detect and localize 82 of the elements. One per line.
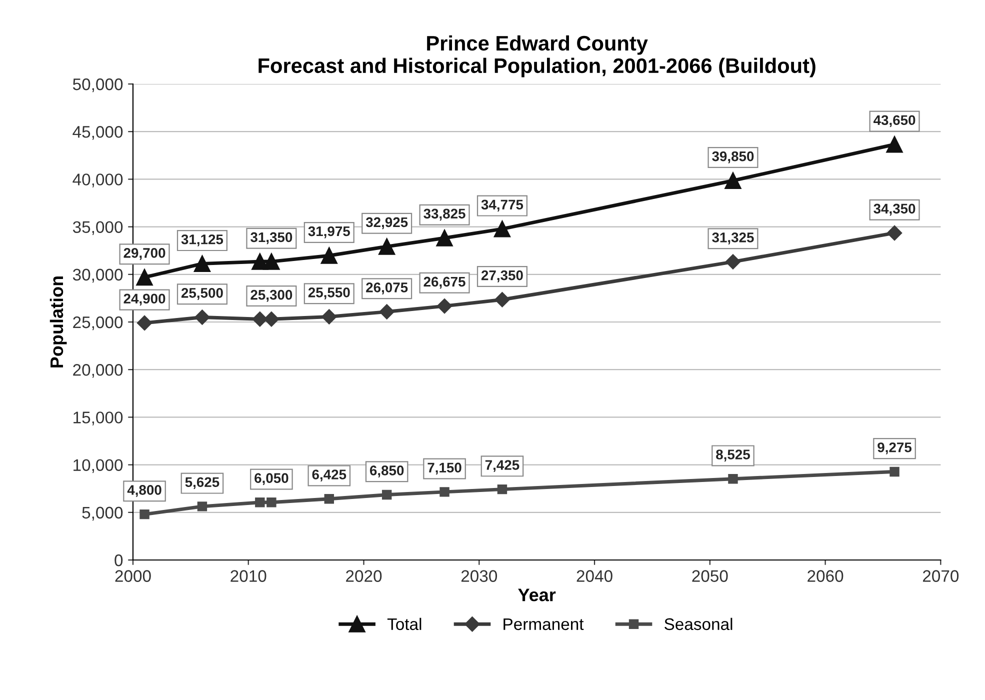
- y-tick-label: 10,000: [74, 459, 123, 473]
- point: [724, 172, 742, 189]
- point: [382, 490, 392, 500]
- point: [194, 255, 211, 272]
- x-tick-label: 2060: [808, 570, 844, 582]
- data-label: 39,850: [712, 151, 754, 164]
- point: [494, 292, 510, 308]
- data-label: 31,350: [250, 232, 292, 244]
- point: [252, 253, 268, 270]
- point: [264, 312, 280, 327]
- y-tick-label: 15,000: [74, 412, 123, 426]
- point: [379, 304, 394, 320]
- chart-title: Prince Edward County Forecast and Historical Population, 2001-2066 (Buildout): [258, 35, 816, 78]
- y-tick-label: 35,000: [72, 221, 123, 235]
- point: [252, 312, 268, 327]
- point: [324, 494, 334, 504]
- data-label: 31,325: [712, 232, 754, 244]
- point: [436, 298, 452, 314]
- point: [886, 225, 902, 241]
- data-label: 7,425: [485, 460, 520, 472]
- x-tick-label: 2000: [115, 570, 151, 582]
- data-label: 8,525: [716, 450, 750, 462]
- point: [266, 498, 276, 508]
- data-label: 25,300: [250, 290, 292, 302]
- y-axis-title: Population: [50, 276, 67, 368]
- legend-label: Seasonal: [664, 618, 732, 630]
- point: [136, 268, 153, 286]
- data-label: 31,975: [308, 226, 350, 238]
- data-label: 34,775: [481, 200, 524, 212]
- data-label: 6,850: [370, 466, 404, 478]
- point: [320, 247, 338, 264]
- data-label: 33,825: [424, 208, 466, 221]
- point: [194, 310, 210, 325]
- data-label: 32,925: [366, 217, 408, 230]
- data-label: 26,075: [366, 282, 408, 294]
- point: [886, 136, 903, 153]
- x-tick-label: 2020: [346, 570, 382, 582]
- y-tick-label: 30,000: [72, 268, 123, 283]
- x-tick-label: 2050: [692, 570, 728, 582]
- point: [322, 309, 337, 324]
- point: [255, 498, 265, 508]
- data-label: 43,650: [873, 115, 916, 128]
- data-label: 29,700: [124, 248, 166, 260]
- point: [497, 484, 508, 494]
- point: [494, 220, 511, 238]
- y-tick-label: 20,000: [73, 364, 123, 378]
- point: [140, 509, 150, 520]
- data-label: 25,500: [181, 288, 223, 300]
- point: [436, 230, 453, 246]
- x-axis-title: Year: [518, 588, 556, 602]
- data-label: 7,150: [428, 462, 462, 475]
- data-label: 4,800: [127, 485, 162, 497]
- data-label: 5,625: [185, 477, 220, 490]
- point: [197, 502, 208, 512]
- point: [136, 315, 152, 331]
- data-label: 27,350: [481, 270, 523, 282]
- y-tick-label: 45,000: [72, 126, 123, 140]
- data-label: 26,675: [424, 276, 466, 289]
- data-label: 9,275: [878, 442, 912, 454]
- y-tick-label: 50,000: [72, 78, 123, 92]
- y-tick-label: 0: [114, 554, 123, 566]
- data-label: 25,550: [308, 288, 350, 300]
- y-tick-label: 25,000: [73, 316, 123, 330]
- legend-label: Total: [387, 618, 422, 630]
- point: [378, 238, 396, 255]
- x-tick-label: 2030: [461, 570, 498, 582]
- data-label: 6,050: [254, 473, 288, 486]
- x-tick-label: 2070: [922, 570, 959, 582]
- y-tick-label: 40,000: [72, 174, 123, 188]
- data-label: 34,350: [874, 204, 916, 216]
- data-label: 31,125: [181, 234, 224, 246]
- point: [728, 474, 738, 484]
- point: [725, 254, 741, 270]
- y-tick-label: 5,000: [82, 506, 123, 521]
- x-tick-label: 2040: [576, 570, 612, 582]
- x-tick-label: 2010: [230, 570, 266, 582]
- data-label: 24,900: [124, 294, 166, 306]
- data-label: 6,425: [312, 470, 346, 482]
- point: [440, 487, 450, 497]
- point: [263, 253, 280, 270]
- legend-label: Permanent: [504, 618, 584, 630]
- point: [890, 466, 900, 477]
